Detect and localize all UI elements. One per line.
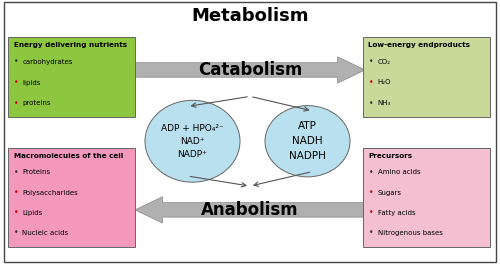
Text: Nucleic acids: Nucleic acids [22, 230, 68, 236]
Text: •: • [368, 99, 373, 108]
Text: Metabolism: Metabolism [191, 7, 309, 25]
Text: •: • [14, 228, 18, 237]
Text: •: • [14, 208, 18, 217]
FancyBboxPatch shape [362, 148, 490, 247]
FancyArrow shape [135, 57, 365, 83]
FancyArrow shape [135, 197, 365, 223]
Text: H₂O: H₂O [378, 79, 391, 86]
Text: Low-energy endproducts: Low-energy endproducts [368, 42, 470, 48]
Text: Energy delivering nutrients: Energy delivering nutrients [14, 42, 126, 48]
Text: Anabolism: Anabolism [201, 201, 299, 219]
Text: CO₂: CO₂ [378, 59, 390, 65]
Text: •: • [368, 228, 373, 237]
Text: Lipids: Lipids [22, 210, 43, 216]
Text: •: • [368, 168, 373, 177]
Text: Fatty acids: Fatty acids [378, 210, 415, 216]
Text: Macromolecules of the cell: Macromolecules of the cell [14, 153, 123, 159]
Text: NH₃: NH₃ [378, 100, 391, 106]
Text: •: • [14, 188, 18, 197]
FancyBboxPatch shape [8, 148, 135, 247]
Text: proteins: proteins [22, 100, 51, 106]
FancyBboxPatch shape [362, 37, 490, 117]
Text: Catabolism: Catabolism [198, 61, 302, 79]
Text: •: • [14, 168, 18, 177]
Text: •: • [368, 188, 373, 197]
Text: Proteins: Proteins [22, 169, 50, 175]
Text: lipids: lipids [22, 79, 41, 86]
Text: •: • [14, 57, 18, 66]
Text: •: • [368, 78, 373, 87]
Text: •: • [14, 99, 18, 108]
FancyBboxPatch shape [8, 37, 135, 117]
Text: ADP + HPO₄²⁻
NAD⁺
NADP⁺: ADP + HPO₄²⁻ NAD⁺ NADP⁺ [161, 124, 224, 159]
Ellipse shape [145, 100, 240, 182]
Text: ATP
NADH
NADPH: ATP NADH NADPH [289, 121, 326, 161]
Text: •: • [14, 78, 18, 87]
Text: Amino acids: Amino acids [378, 169, 420, 175]
Ellipse shape [265, 106, 350, 177]
Text: Polysaccharides: Polysaccharides [22, 190, 78, 196]
Text: Nitrogenous bases: Nitrogenous bases [378, 230, 442, 236]
Text: •: • [368, 57, 373, 66]
Text: Sugars: Sugars [378, 190, 402, 196]
Text: •: • [368, 208, 373, 217]
Text: carbohydrates: carbohydrates [22, 59, 73, 65]
Text: Precursors: Precursors [368, 153, 412, 159]
